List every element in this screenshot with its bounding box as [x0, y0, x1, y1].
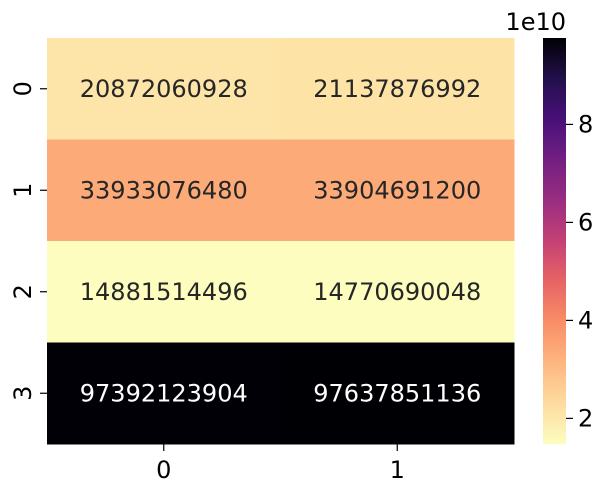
heatmap-cell [47, 38, 281, 140]
cell-label: 33933076480 [80, 176, 248, 204]
heatmap-cell [280, 139, 515, 242]
colorbar-ticks: 2 4 6 8 [566, 110, 593, 432]
y-tick-label: 1 [9, 183, 37, 198]
y-tick-label: 3 [9, 386, 37, 401]
y-axis: 0 1 2 3 [9, 81, 47, 401]
cell-label: 14881514496 [80, 278, 248, 306]
colorbar-gradient [543, 38, 566, 444]
cell-label: 97637851136 [313, 379, 481, 407]
heatmap-cells: 20872060928 21137876992 33933076480 3390469… [47, 38, 515, 445]
heatmap-cell [280, 241, 515, 343]
heatmap-cell [280, 38, 515, 140]
heatmap-cell [47, 342, 281, 445]
y-tick-label: 0 [9, 81, 37, 96]
cell-label: 21137876992 [313, 75, 481, 103]
colorbar-tick-label: 6 [578, 208, 593, 236]
x-tick-label: 1 [390, 456, 405, 484]
cell-label: 20872060928 [80, 75, 248, 103]
heatmap-cell [280, 342, 515, 445]
colorbar: 2 4 6 8 1e10 [505, 8, 593, 444]
heatmap-cell [47, 139, 281, 242]
colorbar-offset-label: 1e10 [505, 8, 566, 36]
heatmap-cell [47, 241, 281, 343]
colorbar-tick-label: 8 [578, 110, 593, 138]
cell-label: 97392123904 [80, 379, 248, 407]
colorbar-tick-label: 2 [578, 404, 593, 432]
y-tick-label: 2 [9, 284, 37, 299]
cell-label: 33904691200 [313, 176, 481, 204]
x-tick-label: 0 [156, 456, 171, 484]
cell-label: 14770690048 [313, 278, 481, 306]
colorbar-tick-label: 4 [578, 306, 593, 334]
